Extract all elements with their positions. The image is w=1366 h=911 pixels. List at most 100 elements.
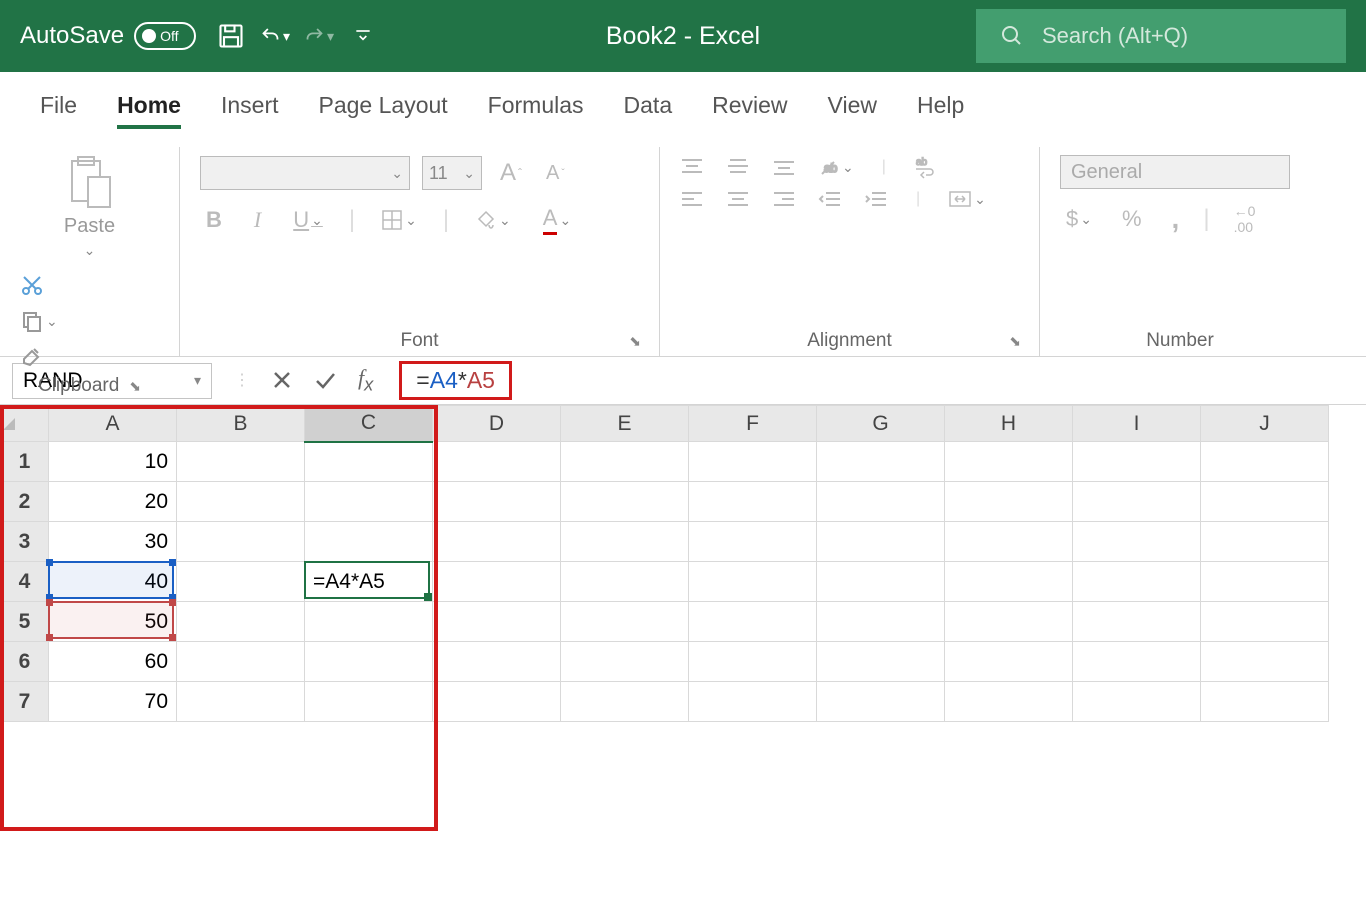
cell-C7[interactable] [305,682,433,722]
cell-I6[interactable] [1073,642,1201,682]
cell-D2[interactable] [433,482,561,522]
cell-I4[interactable] [1073,562,1201,602]
cell-E7[interactable] [561,682,689,722]
bold-button[interactable]: B [200,203,228,237]
cell-C5[interactable] [305,602,433,642]
cell-I2[interactable] [1073,482,1201,522]
cell-E5[interactable] [561,602,689,642]
column-header-F[interactable]: F [689,406,817,442]
align-right-icon[interactable] [772,189,796,209]
cell-F2[interactable] [689,482,817,522]
cell-F4[interactable] [689,562,817,602]
grid-table[interactable]: ABCDEFGHIJ110220330440=A4*A5550660770 [0,405,1329,722]
increase-indent-icon[interactable] [864,189,888,209]
cell-D6[interactable] [433,642,561,682]
align-center-icon[interactable] [726,189,750,209]
cell-I7[interactable] [1073,682,1201,722]
cell-J3[interactable] [1201,522,1329,562]
underline-button[interactable]: U ⌄ [287,203,329,237]
cell-G3[interactable] [817,522,945,562]
cell-I1[interactable] [1073,442,1201,482]
clipboard-launcher-icon[interactable]: ⬊ [129,378,141,395]
cell-B2[interactable] [177,482,305,522]
cut-icon[interactable] [20,273,159,297]
cell-H7[interactable] [945,682,1073,722]
cell-D5[interactable] [433,602,561,642]
cell-G4[interactable] [817,562,945,602]
cell-B5[interactable] [177,602,305,642]
cell-J1[interactable] [1201,442,1329,482]
number-format-dropdown[interactable]: General [1060,155,1290,189]
cell-B1[interactable] [177,442,305,482]
column-header-B[interactable]: B [177,406,305,442]
cell-J7[interactable] [1201,682,1329,722]
italic-button[interactable]: I [248,203,267,237]
cell-A3[interactable]: 30 [49,522,177,562]
cell-C1[interactable] [305,442,433,482]
copy-icon[interactable]: ⌄ [20,309,159,333]
undo-icon[interactable]: ▾ [260,21,290,51]
cell-E2[interactable] [561,482,689,522]
format-painter-icon[interactable] [20,345,159,369]
cell-F1[interactable] [689,442,817,482]
cell-A5[interactable]: 50 [49,602,177,642]
borders-button[interactable]: ⌄ [375,205,423,235]
cell-B3[interactable] [177,522,305,562]
row-header-6[interactable]: 6 [1,642,49,682]
column-header-G[interactable]: G [817,406,945,442]
cell-H3[interactable] [945,522,1073,562]
row-header-4[interactable]: 4 [1,562,49,602]
cell-G6[interactable] [817,642,945,682]
cell-A1[interactable]: 10 [49,442,177,482]
wrap-text-button[interactable]: ab [914,155,936,179]
column-header-J[interactable]: J [1201,406,1329,442]
orientation-button[interactable]: ab⌄ [818,156,854,178]
alignment-launcher-icon[interactable]: ⬊ [1009,333,1021,350]
cell-A7[interactable]: 70 [49,682,177,722]
cell-J4[interactable] [1201,562,1329,602]
cell-E4[interactable] [561,562,689,602]
cell-I5[interactable] [1073,602,1201,642]
decrease-indent-icon[interactable] [818,189,842,209]
tab-insert[interactable]: Insert [221,92,279,129]
cell-G7[interactable] [817,682,945,722]
cell-H1[interactable] [945,442,1073,482]
increase-font-icon[interactable]: Aˆ [494,155,528,191]
cell-D7[interactable] [433,682,561,722]
cancel-formula-button[interactable] [272,370,292,390]
decrease-font-icon[interactable]: Aˇ [540,158,571,189]
cell-G2[interactable] [817,482,945,522]
tab-home[interactable]: Home [117,92,181,129]
cell-A2[interactable]: 20 [49,482,177,522]
cell-E1[interactable] [561,442,689,482]
enter-formula-button[interactable] [314,370,336,390]
cell-E3[interactable] [561,522,689,562]
comma-button[interactable]: , [1166,199,1186,239]
cell-C6[interactable] [305,642,433,682]
cell-J6[interactable] [1201,642,1329,682]
font-color-button[interactable]: A ⌄ [537,201,577,239]
autosave-control[interactable]: AutoSave Off [20,22,196,50]
cell-B7[interactable] [177,682,305,722]
cell-B6[interactable] [177,642,305,682]
cell-I3[interactable] [1073,522,1201,562]
cell-G1[interactable] [817,442,945,482]
align-middle-icon[interactable] [726,157,750,177]
cell-C4[interactable]: =A4*A5 [305,562,433,602]
cell-H4[interactable] [945,562,1073,602]
cell-F3[interactable] [689,522,817,562]
merge-button[interactable]: ⌄ [948,189,986,209]
column-header-A[interactable]: A [49,406,177,442]
column-header-I[interactable]: I [1073,406,1201,442]
row-header-1[interactable]: 1 [1,442,49,482]
search-box[interactable]: Search (Alt+Q) [976,9,1346,63]
currency-button[interactable]: $ ⌄ [1060,202,1098,236]
cell-C3[interactable] [305,522,433,562]
cell-D3[interactable] [433,522,561,562]
column-header-D[interactable]: D [433,406,561,442]
row-header-3[interactable]: 3 [1,522,49,562]
column-header-H[interactable]: H [945,406,1073,442]
cell-D1[interactable] [433,442,561,482]
align-bottom-icon[interactable] [772,157,796,177]
tab-formulas[interactable]: Formulas [488,92,584,129]
